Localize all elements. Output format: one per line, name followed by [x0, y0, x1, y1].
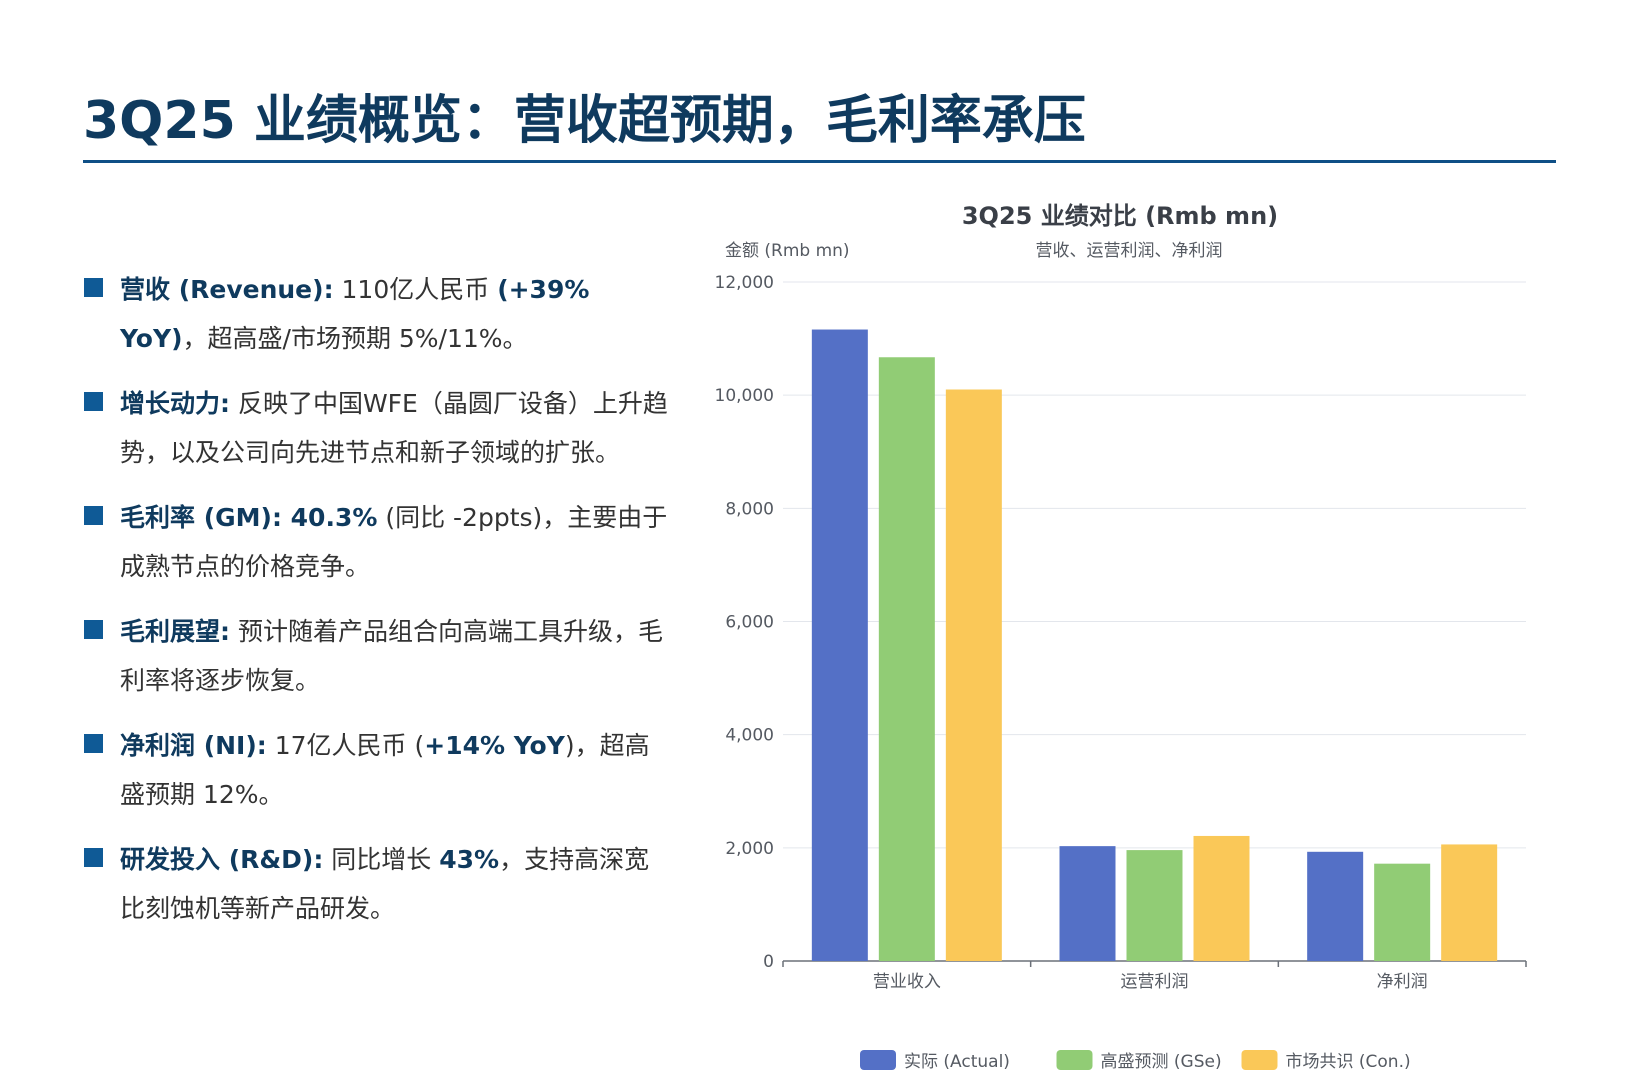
bullet-square-icon	[84, 848, 103, 867]
bar	[878, 357, 935, 961]
bar	[945, 389, 1002, 962]
bullet-text: 17亿人民币 (	[266, 731, 425, 760]
y-tick-label: 8,000	[725, 499, 774, 519]
bullet-item: 营收 (Revenue): 110亿人民币 (+39% YoY)，超高盛/市场预…	[84, 265, 674, 363]
legend-swatch	[1241, 1050, 1278, 1070]
page-title: 3Q25 业绩概览：营收超预期，毛利率承压	[83, 91, 1086, 151]
bullet-highlight: (+39% YoY)	[120, 275, 590, 353]
bullet-item: 研发投入 (R&D): 同比增长 43%，支持高深宽比刻蚀机等新产品研发。	[84, 835, 674, 933]
y-tick-label: 0	[763, 952, 774, 972]
bullet-item: 增长动力: 反映了中国WFE（晶圆厂设备）上升趋势，以及公司向先进节点和新子领域…	[84, 379, 674, 477]
bar	[1441, 844, 1498, 961]
x-tick-label: 净利润	[1377, 972, 1428, 992]
bullet-text: ，超高盛/市场预期 5%/11%。	[182, 324, 528, 353]
bullet-square-icon	[84, 392, 103, 411]
legend-label: 市场共识 (Con.)	[1286, 1052, 1411, 1072]
bullet-text: 同比增长	[323, 845, 440, 874]
bullet-square-icon	[84, 734, 103, 753]
x-tick-label: 运营利润	[1121, 972, 1189, 992]
y-tick-label: 6,000	[725, 613, 774, 633]
bullet-label: 研发投入 (R&D):	[120, 845, 324, 874]
x-tick-label: 营业收入	[873, 972, 941, 992]
bar	[811, 329, 868, 961]
bullet-item: 净利润 (NI): 17亿人民币 (+14% YoY)，超高盛预期 12%。	[84, 721, 674, 819]
legend-label: 高盛预测 (GSe)	[1101, 1052, 1222, 1072]
bullet-label: 毛利率 (GM):	[120, 503, 282, 532]
chart-title: 3Q25 业绩对比 (Rmb mn)	[961, 202, 1279, 230]
bullet-square-icon	[84, 506, 103, 525]
legend-label: 实际 (Actual)	[904, 1052, 1010, 1072]
y-axis-title: 金额 (Rmb mn)	[725, 241, 850, 261]
bullet-square-icon	[84, 278, 103, 297]
bullet-text: (同比 -2ppts)，主要由于成熟节点的价格竞争。	[120, 503, 668, 581]
y-tick-label: 4,000	[725, 726, 774, 746]
bullet-text: 反映了中国WFE（晶圆厂设备）上升趋势，以及公司向先进节点和新子领域的扩张。	[120, 389, 668, 467]
y-tick-label: 10,000	[715, 386, 774, 406]
title-divider	[83, 160, 1556, 163]
bullet-text: ，支持高深宽比刻蚀机等新产品研发。	[120, 845, 650, 923]
bullet-label: 营收 (Revenue):	[120, 275, 334, 304]
bullet-text: 预计随着产品组合向高端工具升级，毛利率将逐步恢复。	[120, 617, 663, 695]
bullet-list: 营收 (Revenue): 110亿人民币 (+39% YoY)，超高盛/市场预…	[84, 265, 674, 949]
bar	[1059, 846, 1116, 961]
bullet-text: 110亿人民币	[333, 275, 498, 304]
bullet-item: 毛利展望: 预计随着产品组合向高端工具升级，毛利率将逐步恢复。	[84, 607, 674, 705]
chart-subtitle: 营收、运营利润、净利润	[1036, 241, 1223, 261]
bullet-highlight: +14% YoY	[424, 731, 565, 760]
y-tick-label: 2,000	[725, 839, 774, 859]
bullet-highlight: 43%	[439, 845, 500, 874]
bullet-label: 净利润 (NI):	[120, 731, 267, 760]
bullet-item: 毛利率 (GM): 40.3% (同比 -2ppts)，主要由于成熟节点的价格竞…	[84, 493, 674, 591]
bullet-highlight: 40.3%	[281, 503, 378, 532]
bullet-label: 毛利展望:	[120, 617, 230, 646]
bar	[1307, 851, 1364, 961]
bar	[1193, 835, 1250, 961]
bar	[1374, 863, 1431, 961]
bullet-square-icon	[84, 620, 103, 639]
legend-swatch	[860, 1050, 896, 1070]
bar	[1126, 850, 1183, 961]
legend-swatch	[1056, 1050, 1093, 1070]
bullet-label: 增长动力:	[120, 389, 230, 418]
bullet-text: )，超高盛预期 12%。	[120, 731, 650, 809]
y-tick-label: 12,000	[715, 273, 774, 293]
